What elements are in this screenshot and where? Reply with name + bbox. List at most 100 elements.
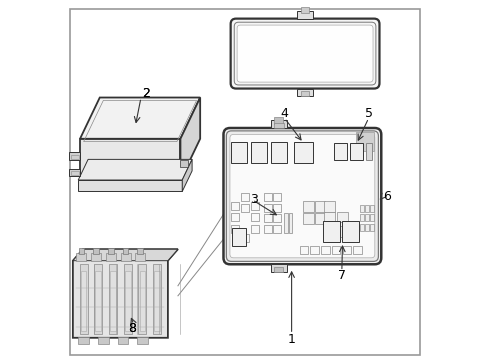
Bar <box>231 213 239 221</box>
Bar <box>350 143 364 160</box>
Bar <box>353 246 362 253</box>
Bar <box>81 271 87 330</box>
Bar <box>125 271 131 330</box>
Bar <box>232 228 245 246</box>
Bar <box>110 271 116 330</box>
Bar <box>242 204 249 212</box>
Bar <box>78 248 84 254</box>
Bar <box>242 234 249 242</box>
Bar <box>264 204 271 212</box>
Bar <box>315 201 325 212</box>
Bar <box>315 213 325 224</box>
Bar <box>121 253 131 261</box>
Bar <box>135 253 146 261</box>
Bar <box>360 205 364 212</box>
Bar <box>264 225 271 233</box>
Bar <box>93 248 99 254</box>
Bar <box>91 253 101 261</box>
Bar <box>337 226 348 237</box>
Bar <box>231 225 239 233</box>
Bar <box>274 267 283 272</box>
Bar <box>323 221 340 242</box>
Bar <box>80 264 88 334</box>
Bar <box>356 132 374 151</box>
Bar <box>153 264 161 334</box>
Bar <box>271 142 287 163</box>
Bar <box>122 248 128 254</box>
Bar <box>360 224 364 230</box>
Bar <box>76 253 87 261</box>
Bar <box>342 221 359 242</box>
Polygon shape <box>182 159 192 192</box>
Bar <box>118 337 128 344</box>
Bar <box>365 214 368 221</box>
Bar <box>343 246 351 253</box>
Polygon shape <box>73 249 178 338</box>
Bar <box>106 253 116 261</box>
Text: 6: 6 <box>383 190 391 203</box>
Bar <box>271 120 287 128</box>
Bar <box>140 271 146 330</box>
Bar <box>108 248 114 254</box>
Bar <box>334 143 347 160</box>
Bar <box>273 193 281 201</box>
Bar <box>95 264 102 334</box>
Bar <box>324 201 335 212</box>
Text: 4: 4 <box>280 107 289 120</box>
Text: 2: 2 <box>143 87 150 100</box>
FancyBboxPatch shape <box>230 134 375 258</box>
Bar <box>337 212 348 222</box>
Text: 3: 3 <box>250 193 258 206</box>
Polygon shape <box>180 98 200 180</box>
Bar <box>365 224 368 230</box>
Bar <box>297 11 313 19</box>
Polygon shape <box>78 159 192 180</box>
Bar <box>139 264 147 334</box>
Bar <box>264 193 271 201</box>
Bar <box>370 224 374 230</box>
Bar <box>303 213 314 224</box>
Bar <box>251 225 259 233</box>
Polygon shape <box>69 152 80 160</box>
Text: 2: 2 <box>143 87 150 100</box>
Bar <box>271 264 287 272</box>
Bar <box>109 264 117 334</box>
Bar <box>297 89 313 96</box>
Bar <box>289 213 293 233</box>
Bar <box>273 225 281 233</box>
Bar <box>324 212 335 222</box>
Bar <box>366 143 372 160</box>
Polygon shape <box>80 139 180 180</box>
Polygon shape <box>80 98 200 139</box>
Bar <box>273 215 281 222</box>
Bar <box>360 214 364 221</box>
Bar <box>154 271 160 330</box>
Polygon shape <box>78 180 182 192</box>
Bar <box>96 271 101 330</box>
Bar <box>137 337 148 344</box>
Text: 5: 5 <box>365 107 373 120</box>
Bar <box>324 226 335 237</box>
Bar <box>137 248 143 254</box>
Text: 8: 8 <box>128 322 136 335</box>
Bar <box>274 117 283 124</box>
Bar <box>251 142 267 163</box>
Text: 1: 1 <box>288 333 295 346</box>
Polygon shape <box>69 168 80 176</box>
Bar <box>285 213 288 233</box>
Bar <box>294 142 313 163</box>
Bar <box>332 246 341 253</box>
Bar <box>242 193 249 201</box>
Bar <box>78 337 89 344</box>
Bar <box>301 7 309 13</box>
Bar <box>299 246 308 253</box>
Polygon shape <box>73 249 178 261</box>
Bar <box>98 337 109 344</box>
Bar <box>301 91 309 96</box>
Bar <box>365 205 368 212</box>
Bar <box>273 204 281 212</box>
Bar <box>251 213 259 221</box>
Bar <box>231 202 239 210</box>
FancyBboxPatch shape <box>237 25 373 82</box>
Bar <box>321 246 330 253</box>
